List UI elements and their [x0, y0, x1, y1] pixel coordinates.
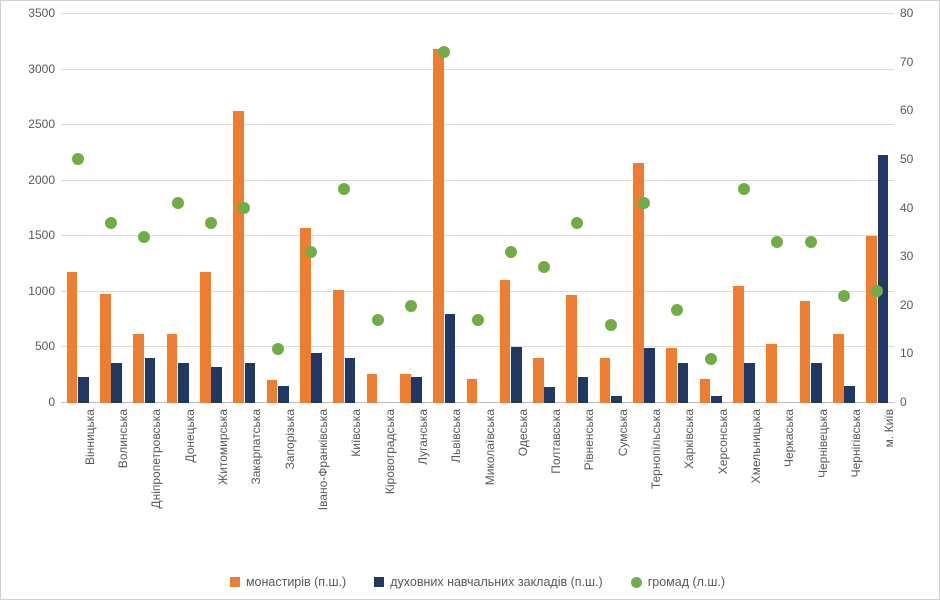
dot-gromad: [771, 236, 783, 248]
dot-gromad: [805, 236, 817, 248]
x-tick-label: Івано-Франківська: [316, 409, 330, 510]
x-tick-label: Кіровоградська: [383, 409, 397, 494]
legend-bar-icon: [230, 577, 240, 587]
dot-gromad: [538, 261, 550, 273]
dot-gromad: [571, 217, 583, 229]
x-tick-label: м. Київ: [882, 409, 896, 447]
dot-gromad: [605, 319, 617, 331]
legend: монастирів (п.ш.) духовних навчальних зак…: [61, 575, 894, 589]
y-right-tick-label: 70: [900, 55, 932, 69]
dot-gromad: [205, 217, 217, 229]
y-left-tick-label: 2500: [13, 117, 55, 131]
x-tick-label: Тернопільська: [649, 409, 663, 489]
legend-label: громад (л.ш.): [648, 575, 725, 589]
y-left-tick-label: 1000: [13, 284, 55, 298]
x-tick-label: Житомирська: [216, 409, 230, 485]
x-tick-label: Волинська: [116, 409, 130, 468]
x-tick-label: Чернігівська: [849, 409, 863, 477]
dot-gromad: [105, 217, 117, 229]
legend-bar-icon: [374, 577, 384, 587]
x-tick-label: Сумська: [616, 409, 630, 456]
y-right-tick-label: 10: [900, 346, 932, 360]
x-tick-label: Запорізька: [283, 409, 297, 469]
dot-gromad: [238, 202, 250, 214]
legend-item-gromad: громад (л.ш.): [631, 575, 725, 589]
y-left-tick-label: 1500: [13, 228, 55, 242]
x-tick-label: Київська: [349, 409, 363, 457]
legend-item-dnz: духовних навчальних закладів (п.ш.): [374, 575, 602, 589]
dot-gromad: [871, 285, 883, 297]
y-right-tick-label: 30: [900, 249, 932, 263]
y-left-tick-label: 2000: [13, 173, 55, 187]
y-left-tick-label: 0: [13, 395, 55, 409]
x-tick-label: Харківська: [682, 409, 696, 469]
x-tick-label: Херсонська: [716, 409, 730, 474]
x-tick-label: Черкаська: [782, 409, 796, 467]
x-tick-label: Рівненська: [582, 409, 596, 470]
x-tick-label: Закарпатська: [249, 409, 263, 485]
x-tick-label: Львівська: [449, 409, 463, 463]
y-left-tick-label: 3000: [13, 62, 55, 76]
legend-dot-icon: [631, 577, 642, 588]
y-right-tick-label: 20: [900, 298, 932, 312]
dot-gromad: [172, 197, 184, 209]
y-right-tick-label: 0: [900, 395, 932, 409]
dot-gromad: [838, 290, 850, 302]
dot-gromad: [272, 343, 284, 355]
dot-gromad: [72, 153, 84, 165]
dot-gromad: [738, 183, 750, 195]
dot-gromad: [505, 246, 517, 258]
x-tick-label: Вінницька: [83, 409, 97, 465]
y-right-tick-label: 60: [900, 103, 932, 117]
dot-gromad: [305, 246, 317, 258]
x-tick-label: Донецька: [183, 409, 197, 463]
plot-area: 0500100015002000250030003500010203040506…: [61, 13, 894, 403]
dot-gromad: [472, 314, 484, 326]
x-tick-label: Дніпропетровська: [149, 409, 163, 509]
dot-gromad: [338, 183, 350, 195]
chart-container: 0 500 1000 1500 2000 2500 3000 3500 0 10 20 30 40 50 6…: [0, 0, 940, 600]
x-tick-label: Чернівецька: [816, 409, 830, 478]
y-left-tick-label: 500: [13, 339, 55, 353]
x-axis-labels: Вінницька Волинська Дніпропетровська Донець…: [61, 409, 894, 549]
dot-gromad: [705, 353, 717, 365]
dot-gromad: [638, 197, 650, 209]
x-tick-label: Луганська: [416, 409, 430, 465]
dot-gromad: [405, 300, 417, 312]
x-tick-label: Полтавська: [549, 409, 563, 474]
legend-item-monastyriv: монастирів (п.ш.): [230, 575, 346, 589]
dot-gromad: [138, 231, 150, 243]
y-right-tick-label: 80: [900, 6, 932, 20]
dot-gromad: [372, 314, 384, 326]
x-tick-label: Хмельницька: [749, 409, 763, 483]
y-right-tick-label: 40: [900, 201, 932, 215]
x-tick-label: Миколаївська: [483, 409, 497, 485]
dot-gromad: [438, 46, 450, 58]
legend-label: духовних навчальних закладів (п.ш.): [390, 575, 602, 589]
y-left-tick-label: 3500: [13, 6, 55, 20]
x-tick-label: Одеська: [516, 409, 530, 456]
legend-label: монастирів (п.ш.): [246, 575, 346, 589]
dot-gromad: [671, 304, 683, 316]
y-right-tick-label: 50: [900, 152, 932, 166]
